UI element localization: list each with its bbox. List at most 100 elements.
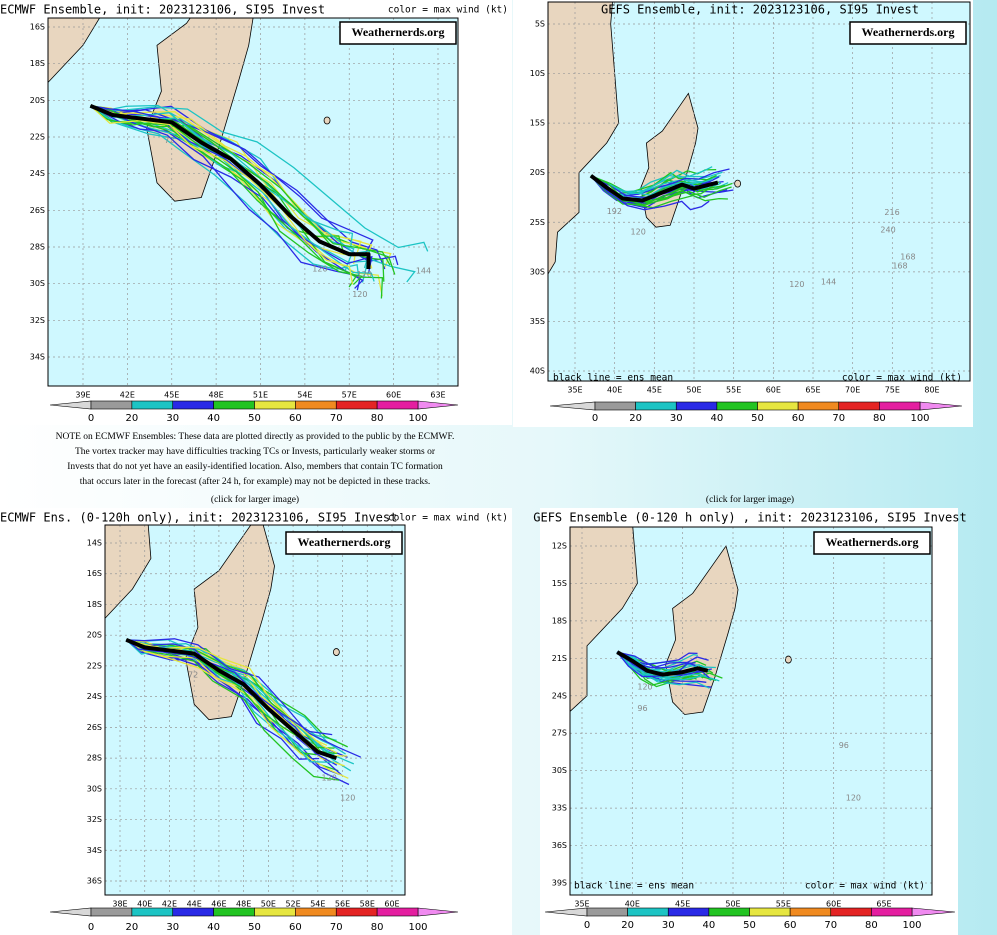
lon-label: 57E [342, 391, 357, 400]
member-track [125, 639, 333, 736]
lon-label: 54E [297, 391, 312, 400]
track-label: 120 [357, 270, 372, 279]
lon-label: 52E [285, 900, 300, 909]
colorbar-segment [586, 907, 628, 917]
colorbar-label: 80 [371, 413, 384, 424]
lat-label: 27S [552, 729, 567, 738]
lon-label: 54E [310, 900, 325, 909]
lat-label: 26S [87, 723, 102, 732]
click-link[interactable]: (click for larger image) [706, 494, 794, 505]
colorbar-segment [172, 907, 214, 917]
lon-label: 70E [845, 386, 860, 395]
watermark-box [813, 531, 931, 555]
track-label: 120 [846, 794, 861, 803]
lon-label: 38E [112, 900, 127, 909]
mean-note: black line = ens mean [574, 881, 694, 892]
colorbar-label: 20 [629, 413, 642, 424]
colorbar-segment [131, 400, 174, 410]
track-label: 216 [884, 208, 899, 217]
lat-label: 12S [552, 542, 567, 551]
member-track [616, 651, 700, 679]
lon-label: 60E [826, 900, 841, 909]
land [48, 18, 101, 84]
colorbar-label: 70 [824, 920, 837, 931]
watermark: Weathernerds.org [298, 535, 391, 549]
colorbar-label: 40 [711, 413, 724, 424]
lat-label: 24S [87, 692, 102, 701]
colorbar-label: 0 [584, 920, 590, 931]
lat-label: 33S [552, 804, 567, 813]
lat-label: 32S [30, 316, 45, 325]
lon-label: 75E [885, 386, 900, 395]
colorbar-segment [213, 907, 255, 917]
track-label: 72 [188, 671, 198, 680]
watermark-box [849, 21, 967, 45]
lat-label: 34S [87, 846, 102, 855]
panel-title: GEFS Ensemble, init: 2023123106, SI95 In… [601, 3, 919, 17]
colorbar-label: 30 [166, 922, 179, 933]
map-panel: 120 144 168 192 216 240 120 168 5S 10S 15S 20S 25S 30… [530, 1, 971, 424]
watermark-box [285, 531, 403, 555]
lon-label: 50E [725, 900, 740, 909]
island [734, 179, 742, 188]
colorbar-label: 60 [289, 413, 302, 424]
click-link[interactable]: (click for larger image) [211, 494, 299, 505]
lon-label: 40E [625, 900, 640, 909]
note-line: The vortex tracker may have difficulties… [75, 446, 436, 457]
note-line: that occurs later in the forecast (after… [80, 476, 431, 487]
color-note: color = max wind (kt) [842, 373, 962, 384]
lon-label: 40E [137, 900, 152, 909]
lat-label: 15S [530, 119, 545, 128]
lat-label: 39S [552, 879, 567, 888]
lat-label: 14S [87, 539, 102, 548]
lat-label: 22S [30, 133, 45, 142]
colorbar-segment [376, 907, 419, 917]
lon-label: 65E [876, 900, 891, 909]
colorbar-label: 70 [330, 922, 343, 933]
colorbar-segment [675, 401, 718, 411]
color-note: color = max wind (kt) [388, 5, 508, 16]
map-frame [569, 526, 933, 896]
track-label: 120 [789, 280, 804, 289]
lat-label: 36S [552, 841, 567, 850]
map-frame [47, 17, 459, 387]
lat-label: 20S [87, 631, 102, 640]
lon-label: 63E [430, 391, 445, 400]
lon-label: 50E [686, 386, 701, 395]
lat-label: 26S [30, 206, 45, 215]
track-label: 192 [607, 207, 622, 216]
lat-label: 21S [552, 654, 567, 663]
lon-label: 42E [120, 391, 135, 400]
member-track [90, 105, 429, 252]
colorbar-label: 50 [248, 413, 261, 424]
lon-label: 45E [164, 391, 179, 400]
mean-track [616, 650, 709, 677]
lon-label: 42E [162, 900, 177, 909]
map-panel: 120 96 96 120 12S 15S 18S 21S 24S 27S 30S 33S 36S 39S… [533, 511, 966, 932]
track-label: 240 [880, 226, 895, 235]
lat-label: 15S [552, 579, 567, 588]
lon-label: 48E [236, 900, 251, 909]
colorbar-label: 60 [289, 922, 302, 933]
colorbar-segment [213, 400, 255, 410]
lat-label: 30S [87, 784, 102, 793]
lon-label: 44E [187, 900, 202, 909]
colorbar-segment [667, 907, 710, 917]
member-track [617, 651, 707, 673]
lat-label: 30S [552, 766, 567, 775]
lon-label: 58E [360, 900, 375, 909]
lat-label: 36S [87, 877, 102, 886]
lon-label: 55E [726, 386, 741, 395]
member-track [590, 174, 717, 203]
track-label: 96 [839, 741, 849, 750]
note-line: NOTE on ECMWF Ensembles: These data are … [56, 432, 455, 442]
member-track [590, 175, 710, 211]
lat-label: 16S [87, 569, 102, 578]
colorbar-segment [90, 907, 133, 917]
member-track [125, 639, 320, 760]
track-label: 120 [631, 228, 646, 237]
colorbar-segment [335, 907, 378, 917]
colorbar-segment [789, 907, 832, 917]
lat-label: 40S [530, 367, 545, 376]
